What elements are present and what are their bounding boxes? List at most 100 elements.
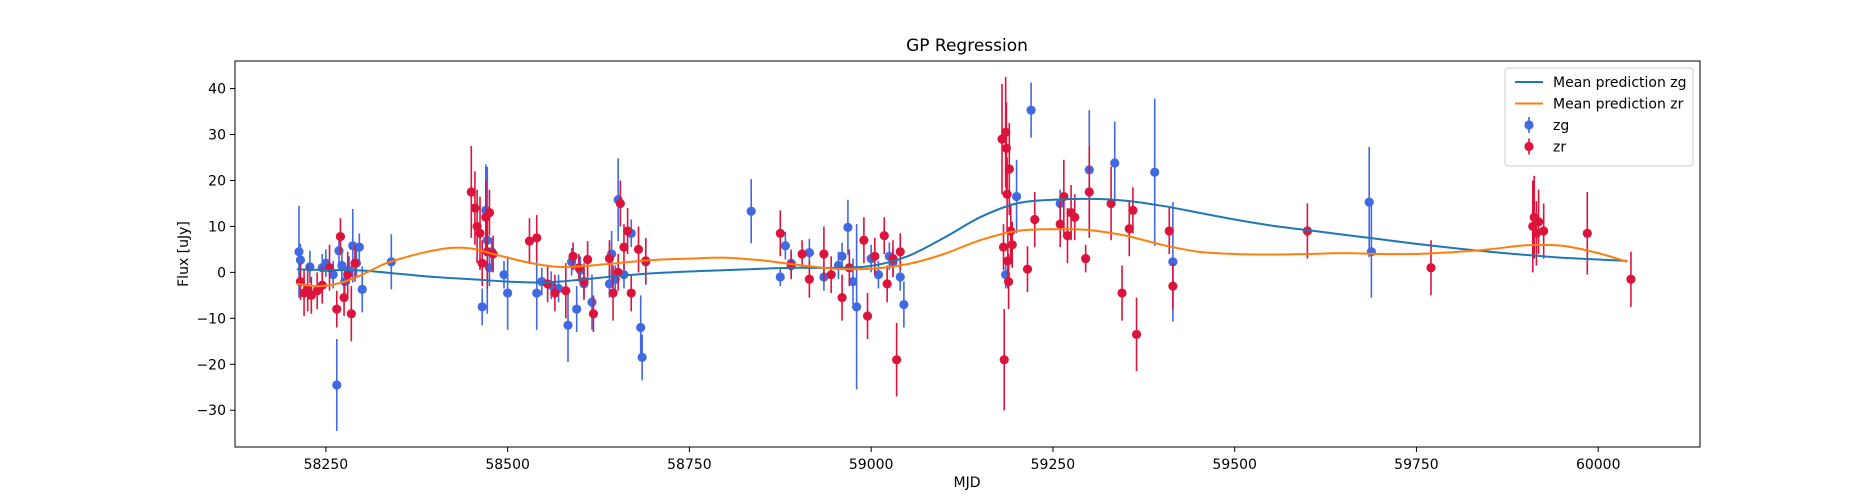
data-point bbox=[819, 249, 829, 259]
data-point bbox=[568, 251, 578, 261]
data-point bbox=[1002, 189, 1012, 199]
data-point bbox=[1003, 276, 1014, 287]
data-point bbox=[804, 274, 814, 284]
data-point bbox=[852, 302, 862, 312]
data-point bbox=[843, 222, 853, 232]
data-point bbox=[633, 244, 644, 255]
data-point bbox=[1055, 219, 1065, 229]
data-point bbox=[999, 355, 1009, 365]
data-point bbox=[1426, 263, 1436, 273]
data-point bbox=[1626, 274, 1636, 284]
legend-item: Mean prediction zg bbox=[1515, 75, 1687, 91]
x-tick-label: 59000 bbox=[849, 457, 894, 473]
legend-item: zg bbox=[1524, 117, 1569, 134]
data-point bbox=[1030, 214, 1040, 225]
data-point bbox=[1582, 228, 1592, 238]
series-zr bbox=[295, 77, 1636, 411]
data-point bbox=[1106, 198, 1116, 209]
legend-point-marker bbox=[1524, 120, 1534, 130]
y-tick-label: 30 bbox=[208, 128, 226, 144]
y-tick-label: 0 bbox=[217, 265, 226, 281]
data-point bbox=[1004, 164, 1014, 174]
y-tick-label: −20 bbox=[196, 357, 226, 373]
data-point bbox=[613, 267, 623, 277]
data-point bbox=[466, 187, 476, 197]
data-point bbox=[563, 320, 573, 330]
data-point bbox=[775, 228, 785, 238]
data-point bbox=[1117, 288, 1127, 298]
data-point bbox=[1007, 240, 1017, 250]
data-point bbox=[873, 270, 884, 280]
data-point bbox=[608, 288, 618, 298]
data-point bbox=[1026, 105, 1036, 115]
data-point bbox=[895, 272, 905, 282]
data-point bbox=[484, 208, 495, 218]
data-point bbox=[328, 270, 338, 280]
data-point bbox=[746, 206, 756, 216]
data-point bbox=[1539, 226, 1549, 236]
legend-label: Mean prediction zg bbox=[1553, 75, 1687, 91]
legend-box bbox=[1504, 67, 1694, 167]
legend-point-marker bbox=[1524, 141, 1534, 152]
data-point bbox=[636, 322, 646, 333]
data-point bbox=[623, 226, 633, 236]
legend-label: zg bbox=[1553, 118, 1569, 134]
y-tick-label: −10 bbox=[196, 311, 226, 327]
data-point bbox=[532, 288, 542, 298]
data-point bbox=[826, 270, 836, 280]
series-zg bbox=[294, 82, 1376, 431]
x-tick-label: 59500 bbox=[1212, 457, 1257, 473]
data-point bbox=[1128, 205, 1138, 215]
data-point bbox=[475, 228, 485, 238]
data-point bbox=[862, 311, 873, 321]
data-point bbox=[879, 231, 889, 241]
data-point bbox=[1110, 158, 1120, 168]
plot-area bbox=[294, 77, 1636, 431]
data-point bbox=[335, 231, 346, 242]
data-point bbox=[797, 249, 807, 259]
data-point bbox=[637, 352, 647, 362]
data-point bbox=[775, 272, 785, 282]
data-point bbox=[332, 304, 342, 314]
data-point bbox=[804, 248, 814, 258]
plot-frame bbox=[234, 60, 1701, 448]
data-point bbox=[1084, 187, 1094, 197]
series-line-Mean prediction zr bbox=[296, 228, 1628, 288]
legend-label: zr bbox=[1553, 140, 1566, 156]
data-point bbox=[895, 247, 905, 257]
x-tick-label: 58500 bbox=[485, 457, 530, 473]
data-point bbox=[615, 198, 625, 209]
data-point bbox=[1168, 257, 1178, 267]
data-point bbox=[997, 134, 1007, 144]
data-point bbox=[1168, 281, 1178, 291]
data-point bbox=[499, 270, 509, 280]
data-point bbox=[870, 251, 880, 261]
data-point bbox=[550, 288, 560, 298]
data-point bbox=[332, 380, 342, 390]
data-point bbox=[1070, 212, 1080, 222]
data-point bbox=[1366, 247, 1376, 257]
data-point bbox=[1011, 191, 1022, 202]
y-axis-label: Flux [uJy] bbox=[176, 221, 192, 287]
data-point bbox=[1364, 197, 1374, 207]
data-point bbox=[561, 286, 571, 296]
data-point bbox=[780, 241, 790, 251]
series-line-Mean prediction zg bbox=[296, 197, 1628, 284]
data-point bbox=[1150, 167, 1160, 177]
data-point bbox=[354, 242, 364, 252]
data-point bbox=[524, 236, 535, 246]
legend-item: Mean prediction zr bbox=[1515, 97, 1684, 113]
data-point bbox=[619, 242, 629, 252]
legend: Mean prediction zg Mean prediction zr zg zr bbox=[1504, 67, 1694, 167]
data-point bbox=[503, 288, 513, 298]
data-point bbox=[1533, 217, 1544, 227]
x-tick-label: 58250 bbox=[304, 457, 349, 473]
y-tick-label: 40 bbox=[208, 82, 226, 98]
data-point bbox=[583, 254, 593, 265]
chart-title: GP Regression bbox=[906, 36, 1028, 56]
data-point bbox=[532, 233, 542, 243]
data-point bbox=[998, 242, 1009, 252]
data-point bbox=[295, 255, 306, 265]
data-point bbox=[587, 297, 597, 307]
